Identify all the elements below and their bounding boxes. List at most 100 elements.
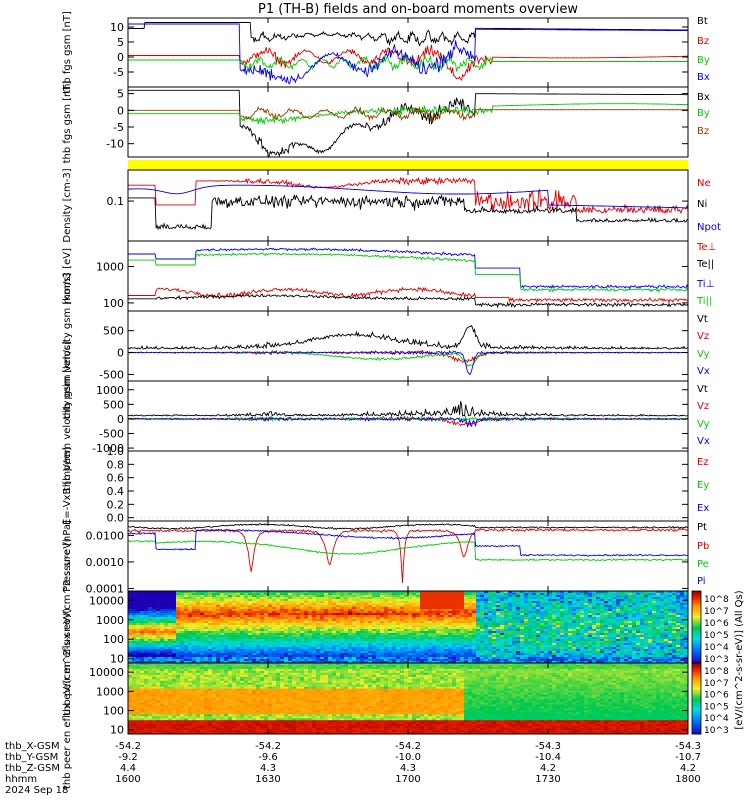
- spectrogram-cell: [528, 621, 533, 624]
- spectrogram-cell: [588, 637, 593, 640]
- spectrogram-cell: [532, 605, 537, 608]
- spectrogram-cell: [556, 611, 561, 614]
- spectrogram-cell: [376, 661, 381, 664]
- spectrogram-cell: [264, 649, 269, 652]
- spectrogram-cell: [484, 625, 489, 628]
- spectrogram-cell: [592, 645, 597, 648]
- spectrogram-cell: [576, 661, 581, 664]
- spectrogram-cell: [288, 647, 293, 650]
- spectrogram-cell: [564, 623, 569, 626]
- spectrogram-cell: [128, 643, 133, 646]
- spectrogram-cell: [632, 655, 637, 658]
- spectrogram-cell: [464, 659, 469, 662]
- spectrogram-cell: [216, 631, 221, 634]
- spectrogram-cell: [324, 621, 329, 624]
- spectrogram-cell: [532, 625, 537, 628]
- spectrogram-cell: [540, 607, 545, 610]
- spectrogram-cell: [276, 617, 281, 620]
- spectrogram-cell: [640, 623, 645, 626]
- spectrogram-cell: [448, 599, 453, 602]
- spectrogram-cell: [472, 645, 477, 648]
- spectrogram-cell: [596, 625, 601, 628]
- spectrogram-cell: [592, 617, 597, 620]
- spectrogram-cell: [424, 611, 429, 614]
- spectrogram-cell: [248, 637, 253, 640]
- spectrogram-cell: [376, 613, 381, 616]
- spectrogram-cell: [492, 627, 497, 630]
- spectrogram-cell: [256, 657, 261, 660]
- spectrogram-cell: [576, 611, 581, 614]
- spectrogram-cell: [648, 657, 653, 660]
- spectrogram-cell: [592, 635, 597, 638]
- spectrogram-cell: [560, 655, 565, 658]
- spectrogram-cell: [196, 611, 201, 614]
- spectrogram-cell: [308, 607, 313, 610]
- spectrogram-cell: [392, 603, 397, 606]
- spectrogram-cell: [292, 641, 297, 644]
- spectrogram-cell: [576, 637, 581, 640]
- spectrogram-cell: [588, 633, 593, 636]
- spectrogram-cell: [168, 645, 173, 648]
- spectrogram-cell: [492, 597, 497, 600]
- spectrogram-cell: [532, 597, 537, 600]
- spectrogram-cell: [480, 621, 485, 624]
- spectrogram-cell: [288, 631, 293, 634]
- spectrogram-cell: [464, 597, 469, 600]
- spectrogram-cell: [588, 609, 593, 612]
- spectrogram-cell: [320, 639, 325, 642]
- spectrogram-cell: [524, 613, 529, 616]
- spectrogram-cell: [208, 651, 213, 654]
- spectrogram-cell: [236, 593, 241, 596]
- spectrogram-cell: [276, 643, 281, 646]
- spectrogram-cell: [444, 635, 449, 638]
- spectrogram-cell: [152, 613, 157, 616]
- spectrogram-cell: [220, 623, 225, 626]
- spectrogram-cell: [200, 609, 205, 612]
- spectrogram-cell: [500, 639, 505, 642]
- spectrogram-cell: [244, 657, 249, 660]
- spectrogram-cell: [536, 595, 541, 598]
- spectrogram-cell: [316, 659, 321, 662]
- spectrogram-cell: [292, 591, 297, 594]
- series-line-bz: [128, 44, 688, 81]
- spectrogram-cell: [508, 645, 513, 648]
- spectrogram-cell: [192, 619, 197, 622]
- spectrogram-cell: [140, 623, 145, 626]
- spectrogram-cell: [516, 599, 521, 602]
- spectrogram-cell: [560, 637, 565, 640]
- spectrogram-cell: [440, 591, 445, 594]
- legend-ne: Ne: [697, 178, 711, 189]
- spectrogram-cell: [248, 631, 253, 634]
- spectrogram-cell: [252, 593, 257, 596]
- spectrogram-cell: [512, 609, 517, 612]
- spectrogram-cell: [244, 593, 249, 596]
- spectrogram-cell: [600, 621, 605, 624]
- spectrogram-cell: [364, 655, 369, 658]
- spectrogram-cell: [624, 593, 629, 596]
- spectrogram-cell: [556, 629, 561, 632]
- spectrogram-cell: [544, 609, 549, 612]
- spectrogram-cell: [228, 641, 233, 644]
- spectrogram-cell: [500, 655, 505, 658]
- spectrogram-cell: [492, 623, 497, 626]
- spectrogram-cell: [492, 621, 497, 624]
- spectrogram-cell: [224, 661, 229, 664]
- spectrogram-cell: [164, 619, 169, 622]
- spectrogram-cell: [520, 601, 525, 604]
- spectrogram-cell: [400, 625, 405, 628]
- spectrogram-cell: [396, 643, 401, 646]
- spectrogram-cell: [300, 603, 305, 606]
- spectrogram-cell: [272, 593, 277, 596]
- spectrogram-cell: [276, 609, 281, 612]
- spectrogram-cell: [524, 611, 529, 614]
- spectrogram-cell: [148, 603, 153, 606]
- spectrogram-cell: [376, 633, 381, 636]
- spectrogram-cell: [412, 607, 417, 610]
- spectrogram-cell: [128, 633, 133, 636]
- spectrogram-cell: [248, 629, 253, 632]
- spectrogram-cell: [624, 661, 629, 664]
- spectrogram-cell: [344, 603, 349, 606]
- spectrogram-cell: [496, 635, 501, 638]
- spectrogram-cell: [360, 619, 365, 622]
- spectrogram-cell: [496, 641, 501, 644]
